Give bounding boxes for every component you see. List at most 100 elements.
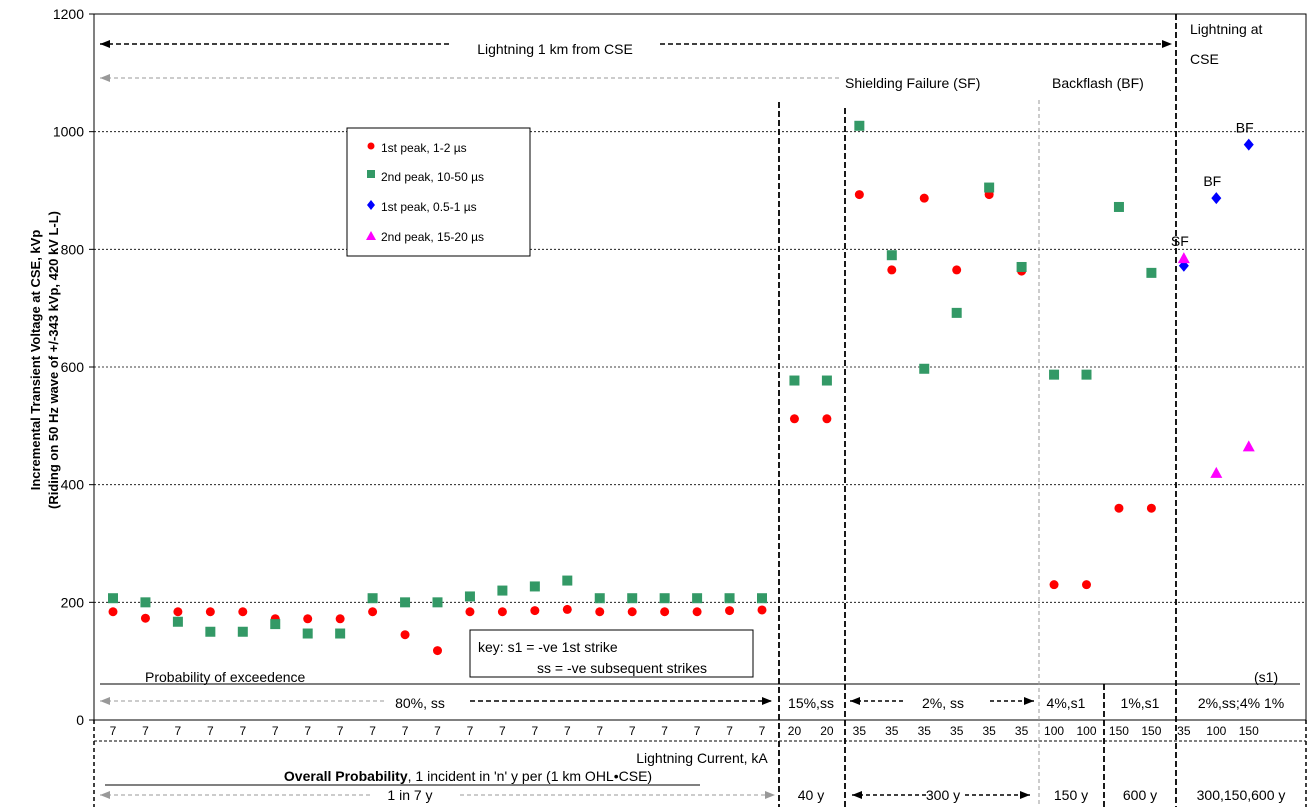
overall-value-1: 1 in 7 y [387, 787, 432, 803]
y-axis-title: Incremental Transient Voltage at CSE, kV… [28, 211, 61, 509]
lower-labels: Lightning Current, kA Overall Probabilit… [284, 750, 1285, 803]
overall-probability-label: Overall Probability, 1 incident in 'n' y… [284, 768, 652, 784]
data-point-series-2 [1049, 369, 1060, 380]
category-label: 7 [207, 724, 214, 738]
category-label: 7 [110, 724, 117, 738]
data-point-series-2 [140, 597, 151, 608]
frame-layer: 0 200 400 600 800 1000 1200 [53, 6, 1307, 807]
data-point-series-2 [692, 593, 703, 604]
divider-layer [778, 14, 1177, 807]
data-point-series-1 [692, 607, 702, 617]
arrow-head [100, 697, 110, 705]
category-label: 150 [1109, 724, 1129, 738]
data-point-series-2 [951, 307, 962, 318]
top-annotations: Lightning 1 km from CSE Lightning at CSE… [477, 21, 1262, 91]
data-point-series-2 [1146, 267, 1157, 278]
exceedence-value-6: 2%,ss;4% 1% [1198, 695, 1284, 711]
category-label: 7 [304, 724, 311, 738]
category-label: 20 [820, 724, 834, 738]
y-axis-label-line2: (Riding on 50 Hz wave of +/-343 kVp, 420… [46, 211, 61, 509]
category-label: 100 [1206, 724, 1226, 738]
category-label: 7 [532, 724, 539, 738]
arrow-layer [100, 40, 1172, 799]
arrow-head [852, 791, 862, 799]
overall-value-2: 40 y [798, 787, 824, 803]
data-point-series-1 [562, 604, 572, 614]
s1-label: (s1) [1254, 669, 1278, 685]
data-point-series-2 [464, 591, 475, 602]
y-tick-label: 0 [76, 712, 84, 728]
data-point-series-1 [627, 607, 637, 617]
category-label: 7 [175, 724, 182, 738]
data-point-series-1 [725, 606, 735, 616]
category-label: 20 [788, 724, 802, 738]
arrow-head [100, 791, 110, 799]
data-point-series-1 [465, 607, 475, 617]
exceedence-label: Probability of exceedence [145, 669, 306, 685]
category-labels: 7 7 7 7 7 7 7 7 7 7 7 7 7 7 7 7 7 7 7 7 7 20 20 35 35 35 35 35 35 100… [110, 724, 1259, 738]
legend: 1st peak, 1-2 µs 2nd peak, 10-50 µs 1st … [346, 127, 531, 257]
arrow-head [765, 791, 775, 799]
legend-marker-triangle [366, 231, 376, 240]
category-label: 7 [272, 724, 279, 738]
category-label: 7 [239, 724, 246, 738]
data-point-series-1 [789, 414, 799, 424]
category-label: 7 [402, 724, 409, 738]
data-point-series-1 [173, 607, 183, 617]
data-point-series-2 [335, 628, 346, 639]
y-tick-label: 800 [61, 241, 85, 257]
data-point-series-1 [919, 193, 929, 203]
data-point-series-2 [854, 120, 865, 131]
data-point-series-1 [400, 630, 410, 640]
data-point-series-1 [335, 614, 345, 624]
data-point-series-2 [919, 363, 930, 374]
legend-entry-2: 2nd peak, 10-50 µs [381, 170, 484, 184]
y-tick-label: 200 [61, 594, 85, 610]
category-label: 7 [337, 724, 344, 738]
data-point-series-1 [595, 607, 605, 617]
point-label: SF [1171, 233, 1189, 249]
data-point-series-2 [627, 593, 638, 604]
data-point-series-2 [821, 375, 832, 386]
legend-marker-diamond [367, 200, 375, 210]
data-point-series-1 [140, 613, 150, 623]
exceedence-value-3: 2%, ss [922, 695, 964, 711]
category-label: 150 [1141, 724, 1161, 738]
data-point-series-1 [238, 607, 248, 617]
data-point-series-2 [497, 585, 508, 596]
data-point-series-2 [237, 626, 248, 637]
data-point-series-4 [1210, 466, 1223, 478]
category-label: 7 [726, 724, 733, 738]
annotation-lightning-cse-line2: CSE [1190, 51, 1219, 67]
data-point-series-1 [368, 607, 378, 617]
category-label: 100 [1044, 724, 1064, 738]
data-point-series-3 [1211, 192, 1222, 205]
series-layer: SF BF BF [108, 120, 1255, 656]
data-point-series-1 [108, 607, 118, 617]
point-label: BF [1236, 120, 1254, 136]
exceedence-value-4: 4%,s1 [1047, 695, 1086, 711]
data-point-series-1 [1114, 503, 1124, 513]
category-label: 7 [142, 724, 149, 738]
legend-entry-3: 1st peak, 0.5-1 µs [381, 200, 477, 214]
data-point-series-1 [952, 265, 962, 275]
arrow-head [1162, 40, 1172, 48]
data-point-series-1 [530, 606, 540, 616]
annotation-lightning-1km: Lightning 1 km from CSE [477, 41, 633, 57]
data-point-series-1 [660, 607, 670, 617]
category-label: 35 [918, 724, 932, 738]
data-point-series-4 [1177, 252, 1190, 264]
data-point-series-2 [757, 593, 767, 604]
data-point-series-1 [854, 190, 864, 200]
data-point-series-2 [302, 628, 313, 639]
legend-box [346, 127, 531, 257]
data-point-series-2 [108, 593, 118, 604]
data-point-series-1 [1146, 503, 1156, 513]
data-point-series-2 [984, 182, 995, 193]
arrow-head [100, 74, 110, 82]
category-label: 7 [629, 724, 636, 738]
y-tick-label: 1000 [53, 124, 84, 140]
data-point-series-2 [1113, 201, 1124, 212]
overall-value-5: 600 y [1123, 787, 1157, 803]
